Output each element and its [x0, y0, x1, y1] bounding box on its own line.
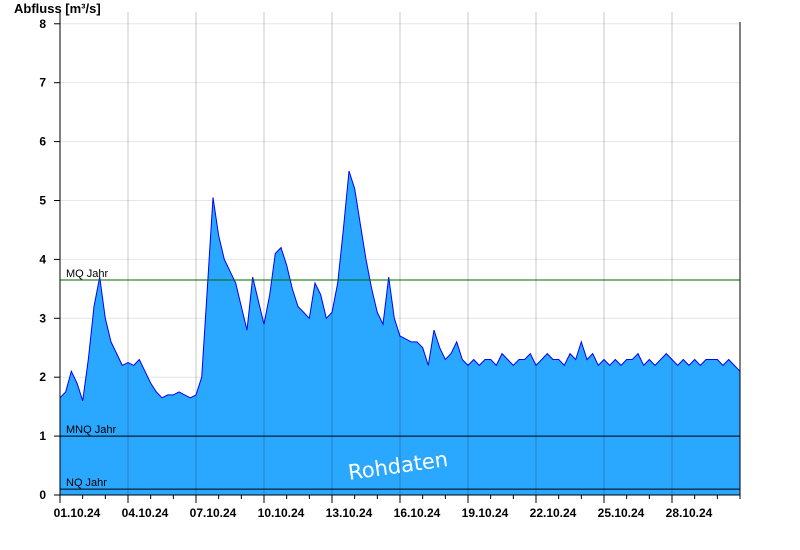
reference-label: NQ Jahr [66, 477, 107, 489]
y-axis-title: Abfluss [m³/s] [14, 1, 101, 16]
x-tick-label: 16.10.24 [394, 506, 441, 520]
x-tick-label: 25.10.24 [598, 506, 645, 520]
x-tick-label: 01.10.24 [54, 506, 101, 520]
y-tick-label: 8 [39, 17, 46, 31]
x-ticks: 01.10.24 04.10.24 07.10.24 10.10.24 13.10.24… [54, 495, 741, 520]
reference-label: MNQ Jahr [66, 424, 116, 436]
x-tick-label: 07.10.24 [190, 506, 237, 520]
reference-label: MQ Jahr [66, 268, 109, 280]
y-tick-label: 6 [39, 135, 46, 149]
x-tick-label: 19.10.24 [462, 506, 509, 520]
y-tick-label: 3 [39, 311, 46, 325]
plot-area [59, 170, 741, 495]
y-tick-label: 2 [39, 370, 46, 384]
x-tick-label: 28.10.24 [666, 506, 713, 520]
y-tick-label: 7 [39, 76, 46, 90]
x-tick-label: 10.10.24 [258, 506, 305, 520]
series-line [59, 170, 741, 401]
y-ticks: 0 1 2 3 4 5 6 7 8 [39, 17, 60, 502]
reference-lines: MQ Jahr MNQ Jahr NQ Jahr [60, 268, 740, 490]
x-tick-label: 22.10.24 [530, 506, 577, 520]
y-tick-label: 0 [39, 488, 46, 502]
series-area [60, 171, 740, 495]
y-tick-label: 1 [39, 429, 46, 443]
y-tick-label: 5 [39, 193, 46, 207]
y-tick-label: 4 [39, 252, 46, 266]
x-tick-label: 13.10.24 [326, 506, 373, 520]
x-tick-label: 04.10.24 [122, 506, 169, 520]
